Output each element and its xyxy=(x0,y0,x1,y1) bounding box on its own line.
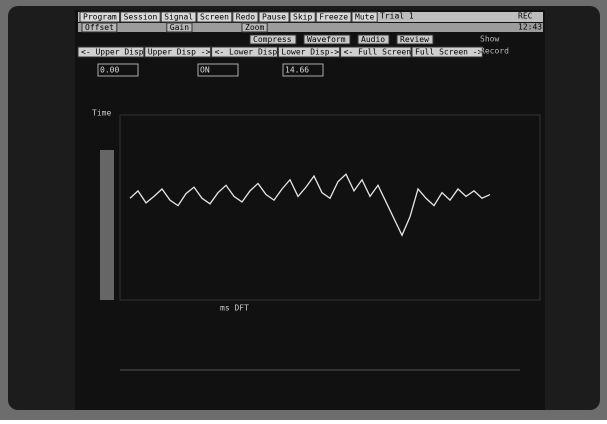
display-button-label: Lower Disp-> xyxy=(281,48,339,57)
toolbar-field-label: Gain xyxy=(170,23,189,32)
clock: 12:43 xyxy=(518,23,542,32)
toolbar-field-label: Zoom xyxy=(245,23,264,32)
status: REC xyxy=(518,12,533,21)
side-label: Record xyxy=(480,47,509,56)
menu-item-label: Signal xyxy=(164,13,193,22)
readout: 14.66 xyxy=(285,66,309,75)
menu-item-label: Session xyxy=(124,13,158,22)
display-button-label: <- Upper Disp xyxy=(81,48,144,57)
readout: ON xyxy=(200,66,210,75)
screenshot: Time ms DFT Trial 1 REC 12:43 Program Ses… xyxy=(0,0,607,420)
toolbar xyxy=(78,23,543,32)
display xyxy=(75,10,545,410)
side-label: Show xyxy=(480,35,499,44)
menu-item-label: Mute xyxy=(355,13,374,22)
level-meter xyxy=(100,150,114,300)
button-label: Compress xyxy=(253,35,292,44)
menu-item-label: Screen xyxy=(200,13,229,22)
menu-item-label: Skip xyxy=(293,13,312,22)
button-label: Review xyxy=(400,35,429,44)
menu-item-label: Pause xyxy=(262,13,286,22)
display-button-label: Full Screen -> xyxy=(415,48,483,57)
menu-item-label: Program xyxy=(83,13,117,22)
y-label: Time xyxy=(92,109,111,118)
toolbar-field-label: Offset xyxy=(85,23,114,32)
display-button-label: <- Full Screen xyxy=(344,48,412,57)
display-button-label: <- Lower Disp xyxy=(215,48,278,57)
x-label: ms DFT xyxy=(220,304,249,313)
trial: Trial 1 xyxy=(380,12,414,21)
button-label: Waveform xyxy=(307,35,346,44)
menu-item-label: Freeze xyxy=(319,13,348,22)
display-button-label: Upper Disp -> xyxy=(148,48,211,57)
readout: 0.00 xyxy=(100,66,119,75)
menu-item-label: Redo xyxy=(236,13,255,22)
button-label: Audio xyxy=(361,35,385,44)
